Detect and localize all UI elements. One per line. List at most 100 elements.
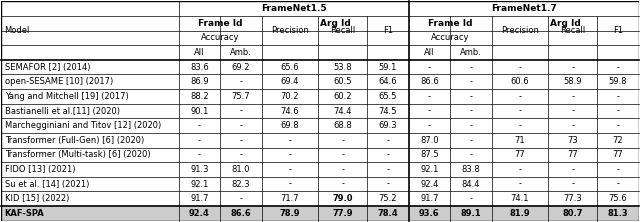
Text: 91.3: 91.3 (190, 165, 209, 174)
Text: -: - (469, 136, 472, 145)
Text: 77.9: 77.9 (332, 209, 353, 218)
Text: 92.1: 92.1 (420, 165, 438, 174)
Text: 74.6: 74.6 (280, 107, 299, 115)
Text: Precision: Precision (271, 26, 308, 35)
Text: -: - (469, 121, 472, 130)
Text: KID [15] (2022): KID [15] (2022) (4, 194, 69, 203)
Text: 53.8: 53.8 (333, 63, 352, 72)
Text: -: - (469, 92, 472, 101)
Text: 92.4: 92.4 (420, 180, 438, 188)
Text: 75.7: 75.7 (232, 92, 250, 101)
Text: -: - (239, 150, 243, 159)
Text: 81.9: 81.9 (509, 209, 530, 218)
Text: Amb.: Amb. (460, 48, 482, 57)
Text: Marchegginiani and Titov [12] (2020): Marchegginiani and Titov [12] (2020) (4, 121, 161, 130)
Text: 77: 77 (515, 150, 525, 159)
Text: All: All (424, 48, 435, 57)
Text: 81.0: 81.0 (232, 165, 250, 174)
Text: -: - (469, 194, 472, 203)
Text: -: - (571, 180, 574, 188)
Text: -: - (518, 107, 522, 115)
Text: 58.9: 58.9 (563, 77, 582, 86)
Text: -: - (571, 121, 574, 130)
Text: -: - (239, 194, 243, 203)
Text: -: - (469, 107, 472, 115)
Text: Frame Id: Frame Id (428, 19, 472, 28)
Text: -: - (469, 150, 472, 159)
Text: 88.2: 88.2 (190, 92, 209, 101)
Text: Yang and Mitchell [19] (2017): Yang and Mitchell [19] (2017) (4, 92, 129, 101)
Text: -: - (428, 107, 431, 115)
Text: open-SESAME [10] (2017): open-SESAME [10] (2017) (4, 77, 113, 86)
Text: FrameNet1.7: FrameNet1.7 (491, 4, 557, 13)
Text: -: - (341, 180, 344, 188)
Text: -: - (518, 121, 522, 130)
Text: F1: F1 (383, 26, 393, 35)
Bar (1, 206, 639, 221)
Text: 87.5: 87.5 (420, 150, 438, 159)
Text: 92.1: 92.1 (190, 180, 209, 188)
Text: -: - (428, 63, 431, 72)
Text: 69.2: 69.2 (232, 63, 250, 72)
Text: 91.7: 91.7 (190, 194, 209, 203)
Text: 83.6: 83.6 (190, 63, 209, 72)
Text: -: - (571, 63, 574, 72)
Text: 70.2: 70.2 (280, 92, 299, 101)
Text: 60.2: 60.2 (333, 92, 352, 101)
Text: -: - (428, 92, 431, 101)
Text: 68.8: 68.8 (333, 121, 352, 130)
Text: KAF-SPA: KAF-SPA (4, 209, 44, 218)
Text: 77: 77 (612, 150, 623, 159)
Text: -: - (289, 150, 291, 159)
Text: 60.6: 60.6 (511, 77, 529, 86)
Text: 74.1: 74.1 (511, 194, 529, 203)
Text: -: - (387, 150, 389, 159)
Text: 69.3: 69.3 (378, 121, 397, 130)
Text: 80.7: 80.7 (563, 209, 583, 218)
Text: -: - (518, 92, 522, 101)
Text: 75.6: 75.6 (609, 194, 627, 203)
Text: 86.6: 86.6 (230, 209, 251, 218)
Text: Transformer (Full-Gen) [6] (2020): Transformer (Full-Gen) [6] (2020) (4, 136, 144, 145)
Text: -: - (387, 165, 389, 174)
Text: 65.6: 65.6 (280, 63, 299, 72)
Text: 74.4: 74.4 (333, 107, 352, 115)
Text: -: - (198, 136, 201, 145)
Text: -: - (616, 107, 620, 115)
Text: 69.4: 69.4 (280, 77, 299, 86)
Text: 86.9: 86.9 (190, 77, 209, 86)
Text: -: - (198, 121, 201, 130)
Text: FIDO [13] (2021): FIDO [13] (2021) (4, 165, 75, 174)
Text: Transformer (Multi-task) [6] (2020): Transformer (Multi-task) [6] (2020) (4, 150, 150, 159)
Text: 71: 71 (515, 136, 525, 145)
Text: -: - (616, 121, 620, 130)
Text: -: - (239, 136, 243, 145)
Text: FrameNet1.5: FrameNet1.5 (260, 4, 326, 13)
Text: Accuracy: Accuracy (201, 34, 239, 42)
Text: -: - (289, 136, 291, 145)
Text: -: - (571, 165, 574, 174)
Text: -: - (341, 165, 344, 174)
Text: Amb.: Amb. (230, 48, 252, 57)
Text: -: - (616, 180, 620, 188)
Text: 81.3: 81.3 (607, 209, 628, 218)
Text: 87.0: 87.0 (420, 136, 438, 145)
Text: -: - (571, 92, 574, 101)
Text: 79.0: 79.0 (332, 194, 353, 203)
Text: Recall: Recall (330, 26, 355, 35)
Text: Precision: Precision (501, 26, 539, 35)
Text: 69.8: 69.8 (280, 121, 299, 130)
Text: 75.2: 75.2 (379, 194, 397, 203)
Text: -: - (571, 107, 574, 115)
Text: 64.6: 64.6 (378, 77, 397, 86)
Text: Accuracy: Accuracy (431, 34, 469, 42)
Text: -: - (341, 136, 344, 145)
Text: 78.4: 78.4 (378, 209, 398, 218)
Text: 77: 77 (567, 150, 578, 159)
Text: -: - (387, 136, 389, 145)
Text: Arg Id: Arg Id (320, 19, 351, 28)
Text: -: - (518, 180, 522, 188)
Text: -: - (428, 121, 431, 130)
Text: 59.1: 59.1 (379, 63, 397, 72)
Text: 71.7: 71.7 (280, 194, 299, 203)
